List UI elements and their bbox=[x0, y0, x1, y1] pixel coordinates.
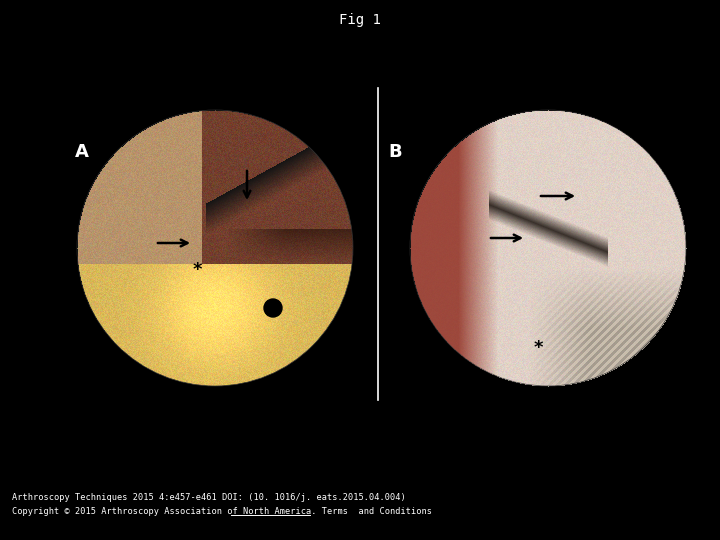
Text: Fig 1: Fig 1 bbox=[339, 13, 381, 27]
Text: B: B bbox=[388, 143, 402, 161]
Circle shape bbox=[264, 299, 282, 317]
Text: *: * bbox=[534, 339, 543, 357]
Text: Copyright © 2015 Arthroscopy Association of North America. Terms  and Conditions: Copyright © 2015 Arthroscopy Association… bbox=[12, 508, 432, 516]
Text: Arthroscopy Techniques 2015 4:e457-e461 DOI: (10. 1016/j. eats.2015.04.004): Arthroscopy Techniques 2015 4:e457-e461 … bbox=[12, 494, 406, 503]
Text: A: A bbox=[75, 143, 89, 161]
Text: *: * bbox=[192, 261, 202, 279]
